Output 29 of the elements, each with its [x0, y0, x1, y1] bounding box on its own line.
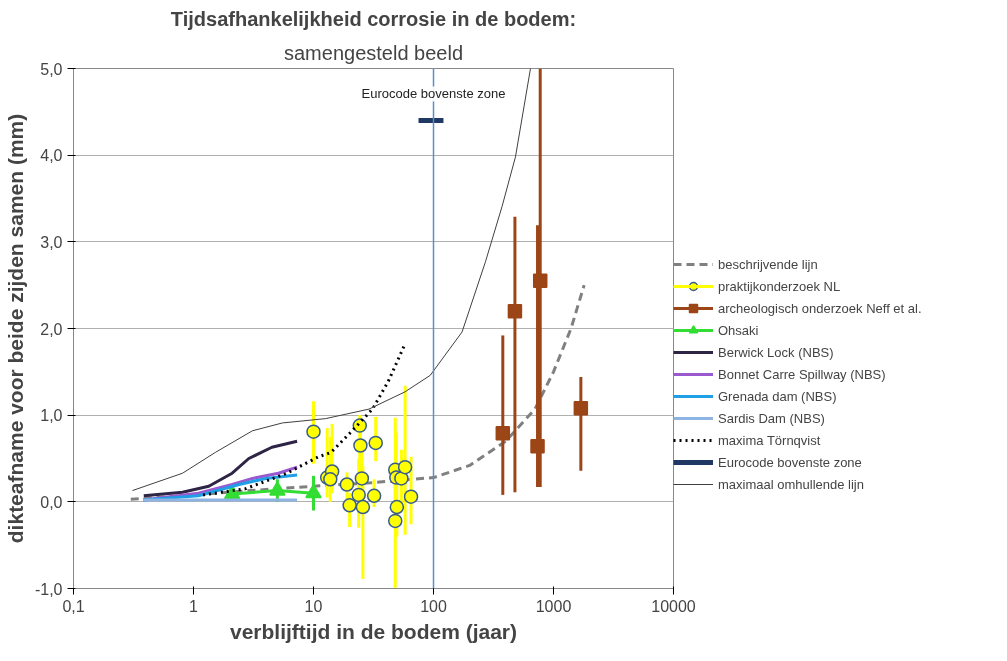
legend-label: archeologisch onderzoek Neff et al. [718, 300, 922, 316]
legend-label: Berwick Lock (NBS) [718, 344, 834, 360]
y-tick-label: 5,0 [40, 60, 63, 78]
chart-title: Tijdsafhankelijkheid corrosie in de bodem: [170, 7, 577, 30]
legend-label: Sardis Dam (NBS) [718, 410, 825, 426]
legend-label: maxima Törnqvist [718, 432, 821, 448]
x-tick-label: 0,1 [62, 597, 85, 615]
legend-label: praktijkonderzoek NL [718, 278, 841, 294]
y-tick-label: -1,0 [34, 580, 63, 598]
y-tick-label: 2,0 [40, 320, 63, 338]
x-tick-label: 10 [304, 597, 323, 615]
y-tick-label: 0,0 [40, 493, 63, 511]
y-tick-label: 4,0 [40, 147, 63, 165]
x-tick-label: 10000 [651, 597, 696, 615]
legend-label: beschrijvende lijn [718, 256, 818, 272]
legend-label: Grenada dam (NBS) [718, 388, 837, 404]
x-tick-label: 1000 [535, 597, 572, 615]
chart-subtitle: samengesteld beeld [283, 41, 464, 64]
y-tick-label: 3,0 [40, 233, 63, 251]
y-tick-label: 1,0 [40, 407, 63, 425]
legend-label: Eurocode bovenste zone [718, 454, 862, 470]
y-axis-title: dikteafname voor beide zijden samen (mm) [3, 113, 27, 544]
legend-label: Bonnet Carre Spillway (NBS) [718, 366, 886, 382]
x-axis-title: verblijftijd in de bodem (jaar) [229, 619, 518, 643]
legend-label: maximaal omhullende lijn [718, 476, 864, 492]
x-tick-label: 1 [189, 597, 199, 615]
x-tick-label: 100 [420, 597, 447, 615]
legend-label: Ohsaki [718, 322, 759, 338]
annotation: Eurocode bovenste zone [361, 86, 506, 102]
